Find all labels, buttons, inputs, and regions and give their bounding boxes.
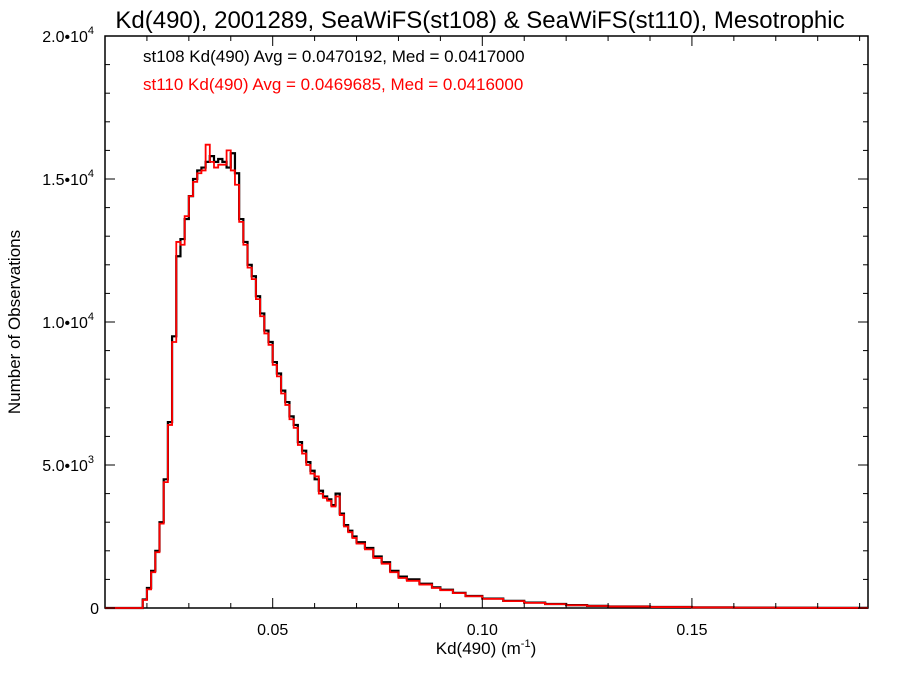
series-layer [105, 143, 868, 610]
y-tick-label: 5.0•103 [42, 454, 94, 475]
chart-title: Kd(490), 2001289, SeaWiFS(st108) & SeaWi… [115, 7, 844, 34]
series-st108-line [105, 152, 868, 610]
annotation-1: st108 Kd(490) Avg = 0.0470192, Med = 0.0… [143, 47, 525, 66]
y-axis-label: Number of Observations [5, 230, 24, 414]
x-axis-label: Kd(490) (m-1) [436, 638, 536, 658]
y-tick-label: 1.0•104 [42, 311, 94, 332]
x-tick-label: 0.10 [467, 622, 498, 639]
x-axis: 0.05 0.10 0.15 [146, 36, 861, 639]
y-tick-mantissa: 5.0•10 [42, 458, 88, 475]
y-tick-label: 1.5•104 [42, 168, 94, 189]
y-tick-exponent: 3 [88, 454, 94, 466]
x-axis-label-text: Kd(490) (m [436, 639, 521, 658]
y-tick-exponent: 4 [88, 311, 94, 323]
y-tick-mantissa: 1.0•10 [42, 315, 88, 332]
x-tick-label: 0.15 [676, 622, 707, 639]
y-tick-mantissa: 0 [90, 601, 99, 618]
annotations: st108 Kd(490) Avg = 0.0470192, Med = 0.0… [143, 47, 525, 94]
y-tick-exponent: 4 [88, 25, 94, 37]
y-tick-mantissa: 2.0•10 [42, 29, 88, 46]
series-st110-line [105, 143, 868, 609]
y-tick-mantissa: 1.5•10 [42, 172, 88, 189]
annotation-2: st110 Kd(490) Avg = 0.0469685, Med = 0.0… [143, 75, 523, 94]
y-tick-label: 0 [90, 601, 99, 618]
x-axis-label-close: ) [531, 639, 537, 658]
x-tick-label: 0.05 [257, 622, 288, 639]
y-tick-exponent: 4 [88, 168, 94, 180]
y-tick-label: 2.0•104 [42, 25, 94, 46]
x-axis-label-sup: -1 [521, 638, 531, 650]
plot-frame [104, 35, 869, 609]
